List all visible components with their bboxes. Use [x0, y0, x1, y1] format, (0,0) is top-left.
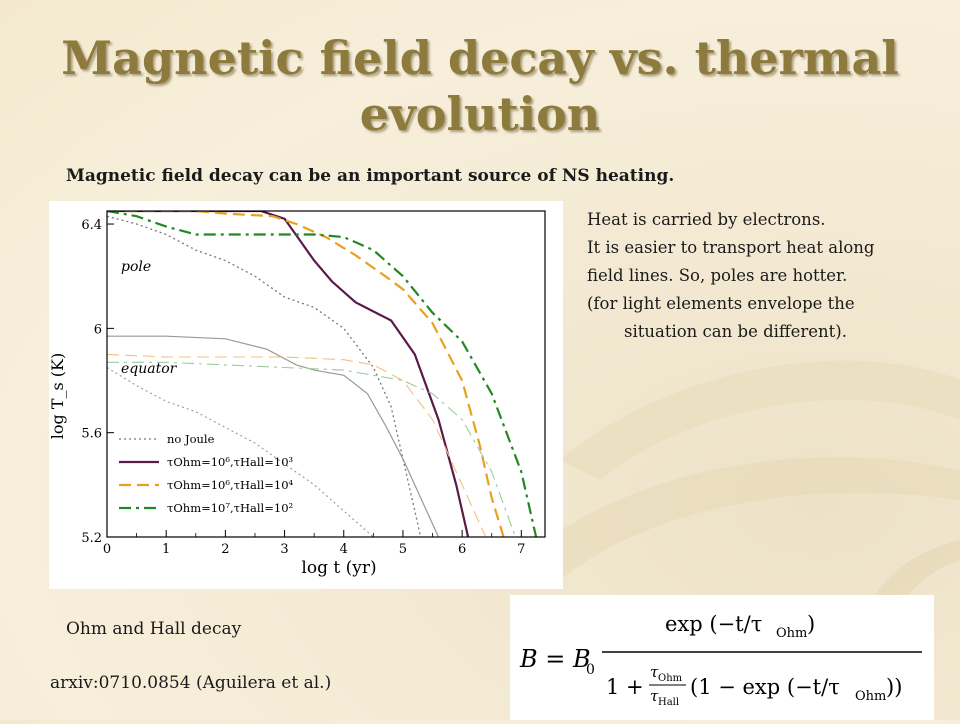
slide-title: Magnetic field decay vs. thermal evoluti… [60, 30, 900, 142]
formula-numerator: exp (−t/τ [665, 612, 762, 636]
formula-frac-bot-sub: Hall [658, 697, 679, 708]
y-tick-label-3: 6.4 [81, 218, 102, 233]
reference-citation: arxiv:0710.0854 (Aguilera et al.) [50, 673, 332, 693]
series-line-equator-6 [107, 353, 487, 537]
plot-frame [106, 210, 546, 538]
y-axis-label: log T_s (K) [49, 353, 67, 439]
legend-label-3: τOhm=10⁷,τHall=10² [167, 501, 293, 515]
x-tick-label-1: 1 [162, 542, 170, 557]
slide-subtitle: Magnetic field decay can be an important… [66, 166, 675, 186]
decay-formula: B = B 0 exp (−t/τ Ohm ) 1 + τ Ohm τ Hall… [510, 595, 934, 720]
temperature-chart: 0 1 2 3 4 5 6 7 5.2 5.6 6 6.4 no Joule τOhm=10⁶,τHal… [48, 201, 563, 589]
legend-label-0: no Joule [167, 432, 215, 446]
series-line-pole-2 [107, 211, 505, 537]
formula-numerator-sub: Ohm [776, 626, 807, 641]
chart-svg: 0 1 2 3 4 5 6 7 5.2 5.6 6 6.4 no Joule τOhm=10⁶,τHal… [48, 210, 546, 578]
annotation-pole: pole [121, 259, 151, 275]
x-axis-label: log t (yr) [301, 558, 376, 578]
formula-lhs-sub: 0 [586, 662, 595, 678]
note-line-4: (for light elements envelope the [587, 294, 855, 313]
note-line-5: situation can be different). [624, 322, 847, 341]
formula-den-end: )) [886, 675, 902, 699]
formula-den-one: 1 + [606, 675, 644, 699]
series-line-equator-4 [107, 335, 440, 537]
series-line-pole-1 [107, 211, 470, 537]
title-line-1: Magnetic field decay vs. thermal [61, 31, 899, 85]
x-tick-label-4: 4 [340, 542, 348, 557]
formula-frac-top: τ [650, 663, 659, 681]
formula-lhs: B = B [519, 645, 591, 673]
formula-den-rest: (1 − exp (−t/τ [690, 675, 840, 699]
caption-ohm-hall: Ohm and Hall decay [66, 619, 242, 639]
x-tick-label-5: 5 [399, 542, 407, 557]
formula-frac-top-sub: Ohm [658, 673, 683, 684]
formula-numerator-end: ) [807, 612, 815, 636]
x-tick-label-0: 0 [103, 542, 111, 557]
note-line-2: It is easier to transport heat along [587, 238, 875, 257]
x-tick-label-7: 7 [517, 542, 525, 557]
legend-label-1: τOhm=10⁶,τHall=10³ [167, 455, 294, 469]
note-line-1: Heat is carried by electrons. [587, 210, 826, 229]
legend-label-2: τOhm=10⁶,τHall=10⁴ [167, 478, 294, 492]
x-tick-label-2: 2 [221, 542, 229, 557]
title-line-2: evolution [359, 87, 601, 141]
series-line-pole-0 [107, 215, 422, 537]
series-line-pole-3 [107, 211, 538, 537]
formula-den-rest-sub: Ohm [855, 689, 886, 704]
series-line-equator-5 [107, 367, 374, 537]
x-tick-label-6: 6 [458, 542, 466, 557]
y-tick-label-0: 5.2 [81, 531, 102, 546]
note-line-3: field lines. So, poles are hotter. [587, 266, 848, 285]
notes-text: Heat is carried by electrons. It is easi… [587, 206, 937, 346]
x-tick-label-3: 3 [280, 542, 288, 557]
annotation-equator: equator [121, 361, 178, 377]
y-tick-label-2: 6 [94, 322, 102, 337]
y-tick-label-1: 5.6 [81, 427, 102, 442]
formula-frac-bot: τ [650, 687, 659, 705]
